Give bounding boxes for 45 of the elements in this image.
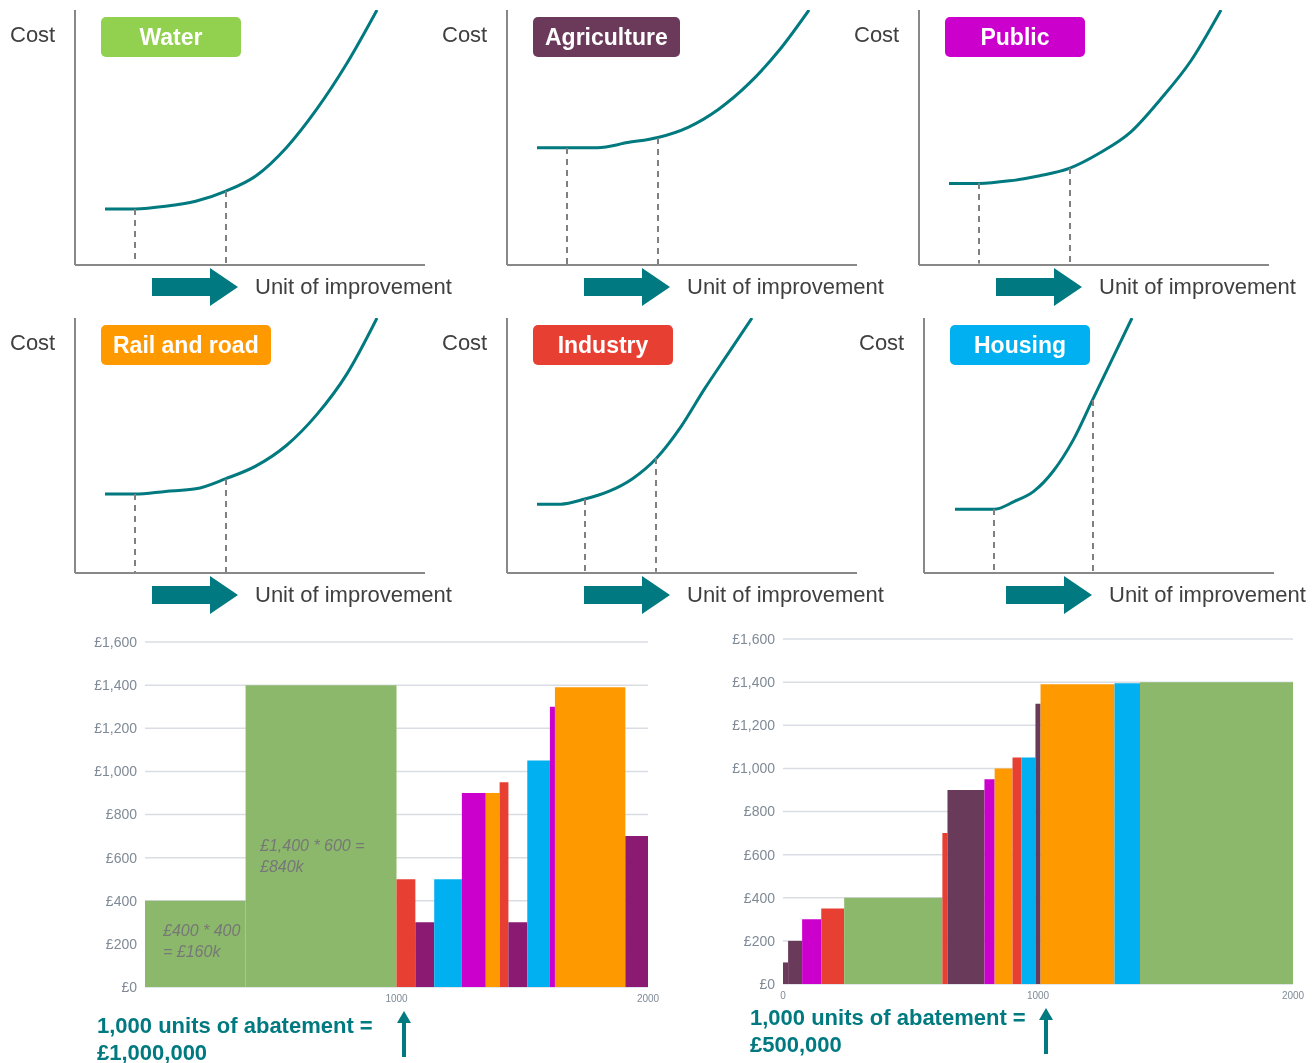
annotation: £400 * 400 = £160k: [163, 921, 242, 962]
y-tick-label: £0: [759, 975, 776, 992]
annotation: £1,400 * 600 = £840k: [260, 836, 366, 877]
y-tick-label: £1,600: [732, 630, 776, 647]
text: Housing: [974, 332, 1066, 358]
y-axis-title: Cost: [854, 22, 900, 48]
x-tick-label: 2000: [1281, 990, 1305, 1002]
x-tick-label: 2000: [636, 993, 660, 1005]
y-tick-label: £800: [743, 803, 776, 820]
x-axis-title: Unit of improvement: [687, 582, 884, 608]
text: Water: [139, 24, 203, 50]
y-axis-title: Cost: [442, 330, 488, 356]
text: Industry: [557, 332, 649, 358]
y-tick-label: £200: [743, 932, 776, 949]
y-tick-label: £600: [105, 849, 138, 866]
text: Rail and road: [113, 332, 259, 358]
y-axis-title: Cost: [859, 330, 905, 356]
x-axis-title: Unit of improvement: [1109, 582, 1306, 608]
x-tick-label: 0: [780, 990, 787, 1002]
y-tick-label: £600: [743, 846, 776, 863]
y-tick-label: £1,400: [732, 674, 776, 691]
x-axis-title: Unit of improvement: [687, 274, 884, 300]
text: Public: [980, 24, 1050, 50]
y-tick-label: £1,600: [94, 633, 138, 650]
y-axis-title: Cost: [10, 22, 56, 48]
y-tick-label: £400: [743, 889, 776, 906]
y-tick-label: £1,000: [94, 763, 138, 780]
x-tick-label: 1000: [1026, 990, 1050, 1002]
x-axis-title: Unit of improvement: [1099, 274, 1296, 300]
y-tick-label: £1,200: [732, 717, 776, 734]
y-tick-label: £400: [105, 892, 138, 909]
y-tick-label: £1,200: [94, 720, 138, 737]
y-tick-label: £0: [121, 978, 138, 995]
y-tick-label: £1,000: [732, 760, 776, 777]
y-axis-title: Cost: [10, 330, 56, 356]
x-tick-label: 1000: [385, 993, 409, 1005]
text: Agriculture: [545, 24, 668, 50]
y-tick-label: £1,400: [94, 677, 138, 694]
annotation: 1,000 units of abatement = £1,000,000: [97, 1012, 374, 1063]
x-axis-title: Unit of improvement: [255, 274, 452, 300]
y-axis-title: Cost: [442, 22, 488, 48]
y-tick-label: £800: [105, 806, 138, 823]
y-tick-label: £200: [105, 935, 138, 952]
annotation: 1,000 units of abatement = £500,000: [750, 1004, 1027, 1058]
x-axis-title: Unit of improvement: [255, 582, 452, 608]
